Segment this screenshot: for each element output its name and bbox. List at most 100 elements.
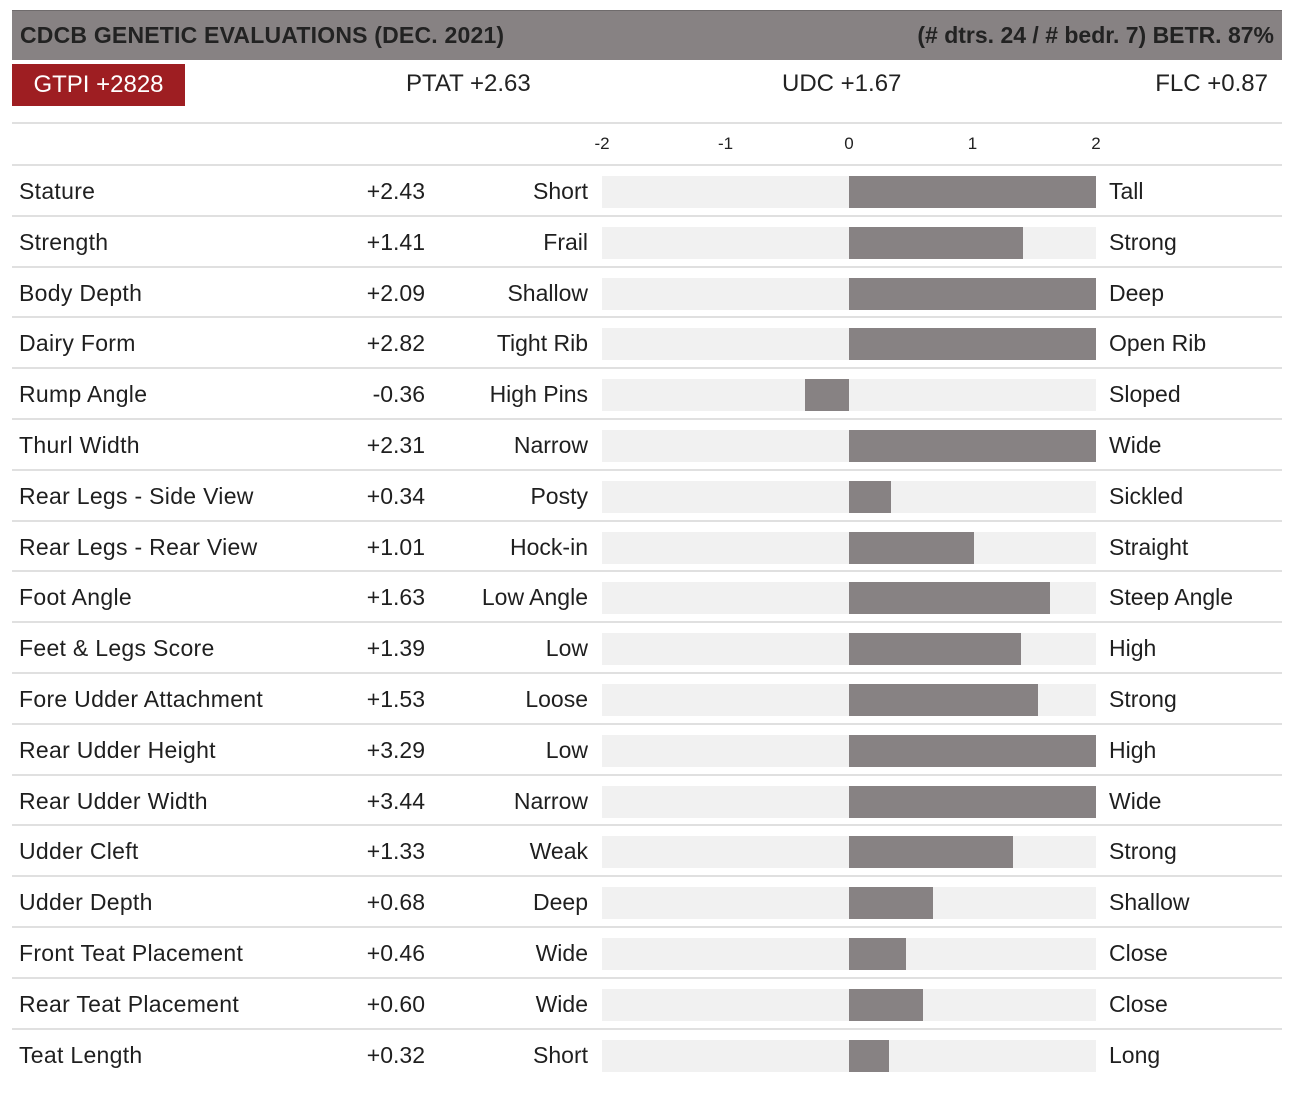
trait-low-label: High Pins [489,381,588,408]
trait-bar [849,226,1024,259]
trait-bar [849,277,1096,310]
ptat-summary: PTAT +2.63 [406,70,531,97]
trait-value: +0.34 [366,482,425,509]
trait-value: +0.46 [366,939,425,966]
trait-bar [849,683,1038,716]
trait-bar [849,836,1014,869]
trait-bar [849,429,1096,462]
trait-name: Fore Udder Attachment [19,685,264,712]
trait-high-label: Deep [1109,279,1164,306]
trait-row: Fore Udder Attachment +1.53 Loose Strong [12,674,1282,725]
trait-value: +3.29 [366,736,425,763]
axis-tick-label: -2 [594,134,610,153]
trait-name: Dairy Form [19,330,136,357]
udc-summary: UDC +1.67 [782,70,902,97]
trait-bar-track [602,429,1096,462]
trait-name: Body Depth [19,279,143,306]
gtpi-badge: GTPI +2828 [12,64,185,106]
trait-bar-track [602,734,1096,767]
scale-axis: -2 -1 0 1 2 [12,124,1282,166]
trait-value: +0.60 [366,990,425,1017]
trait-bar-track [602,988,1096,1021]
trait-bar [849,480,891,513]
trait-bar-track [602,887,1096,920]
trait-row: Rear Udder Width +3.44 Narrow Wide [12,776,1282,827]
trait-row: Rear Legs - Rear View +1.01 Hock-in Straigh… [12,522,1282,573]
trait-bar-track [602,379,1096,412]
trait-name: Udder Depth [19,889,153,916]
trait-bar [849,531,974,564]
trait-bar [849,1039,889,1072]
flc-summary: FLC +0.87 [1155,70,1268,97]
trait-bar-track [602,328,1096,361]
trait-name: Rump Angle [19,381,148,408]
genetic-evaluation-panel: CDCB GENETIC EVALUATIONS (DEC. 2021) (# … [12,10,1282,1080]
trait-bar [849,633,1021,666]
panel-title: CDCB GENETIC EVALUATIONS (DEC. 2021) [20,22,505,48]
trait-row: Rear Legs - Side View +0.34 Posty Sickled [12,471,1282,522]
trait-value: +2.82 [366,330,425,357]
trait-name: Stature [19,178,96,204]
trait-row: Foot Angle +1.63 Low Angle Steep Angle [12,572,1282,624]
trait-row: Teat Length +0.32 Short Long [12,1030,1282,1081]
trait-value: +1.01 [366,533,425,560]
trait-name: Teat Length [19,1041,143,1068]
trait-name: Rear Legs - Side View [19,482,254,509]
trait-high-label: Close [1109,990,1168,1017]
trait-bar [804,379,849,412]
trait-high-label: Wide [1109,431,1162,458]
trait-low-label: Low [545,736,588,763]
summary-row: GTPI +2828 PTAT +2.63 UDC +1.67 FLC +0.8… [12,60,1282,124]
trait-value: +1.63 [366,584,425,611]
trait-row: Stature +2.43 Short Tall [12,166,1282,217]
trait-list: Stature +2.43 Short Tall Strength +1.41 Frail S… [12,166,1282,1080]
trait-value: -0.36 [372,381,425,408]
trait-name: Strength [19,228,109,255]
trait-row: Udder Cleft +1.33 Weak Strong [12,826,1282,878]
trait-row: Rump Angle -0.36 High Pins Sloped [12,369,1282,420]
trait-high-label: Long [1109,1041,1161,1068]
trait-bar-track [602,633,1096,666]
trait-value: +2.09 [366,279,425,306]
trait-bar [849,988,924,1021]
trait-name: Foot Angle [19,584,132,611]
trait-value: +1.33 [366,838,425,865]
trait-low-label: Hock-in [510,533,588,560]
trait-row: Udder Depth +0.68 Deep Shallow [12,877,1282,928]
trait-name: Front Teat Placement [19,939,244,966]
trait-value: +1.41 [366,228,425,255]
trait-bar [849,328,1096,361]
trait-low-label: Wide [535,990,588,1017]
trait-bar [849,734,1096,767]
trait-low-label: Low Angle [481,584,588,611]
trait-bar-track [602,836,1096,869]
trait-name: Feet & Legs Score [19,635,215,662]
trait-bar-track [602,937,1096,970]
trait-name: Thurl Width [19,431,140,458]
axis-tick-label: -1 [717,134,734,153]
trait-high-label: Sickled [1109,482,1184,509]
trait-row: Rear Teat Placement +0.60 Wide Close [12,979,1282,1030]
axis-tick-label: 2 [1091,134,1101,153]
trait-row: Body Depth +2.09 Shallow Deep [12,268,1282,319]
trait-bar-track [602,785,1096,818]
trait-low-label: Short [533,178,588,204]
trait-high-label: Strong [1109,228,1177,255]
trait-bar [849,785,1096,818]
trait-value: +1.53 [366,685,425,712]
trait-high-label: Close [1109,939,1168,966]
trait-value: +2.31 [366,431,425,458]
trait-high-label: Straight [1109,533,1189,560]
trait-high-label: Wide [1109,787,1162,814]
trait-bar-track [602,176,1096,208]
trait-value: +0.32 [366,1041,425,1068]
trait-bar-track [602,1039,1096,1072]
axis-tick-label: 0 [844,134,854,153]
trait-bar [849,176,1096,208]
trait-high-label: High [1109,736,1157,763]
trait-high-label: Shallow [1109,889,1190,916]
reliability-info: (# dtrs. 24 / # bedr. 7) BETR. 87% [917,22,1274,48]
trait-high-label: Tall [1109,178,1144,204]
axis-tick-label: 1 [967,134,978,153]
trait-high-label: Steep Angle [1109,584,1234,611]
